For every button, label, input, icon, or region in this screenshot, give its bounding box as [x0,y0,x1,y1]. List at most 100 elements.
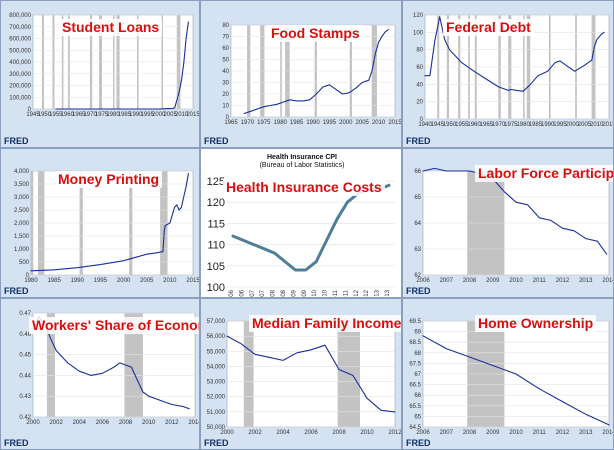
fred-logo: FRED [406,438,431,448]
y-tick-label: 55,000 [207,349,226,355]
x-tick-label: 2005 [356,120,370,126]
x-tick-label: 2009 [486,430,500,436]
x-tick-label: 2000 [117,278,131,284]
x-tick-label: Jul-08 [281,289,287,298]
x-tick-label: 2008 [119,420,133,426]
y-tick-label: 40 [222,69,229,75]
y-tick-label: 0.43 [19,394,31,400]
y-tick-label: 80 [416,48,423,54]
x-tick-label: 2014 [602,278,614,284]
overlay-title: Food Stamps [268,25,363,42]
recession-band [243,321,254,427]
x-tick-label: 2006 [96,420,110,426]
y-tick-label: 0 [28,107,32,113]
y-tick-label: 65 [414,195,421,201]
series-line [422,167,608,255]
series-line [422,335,610,426]
overlay-title: Federal Debt [443,19,534,36]
x-tick-label: 1975 [257,120,271,126]
y-tick-label: 30 [222,81,229,87]
chart-panel-health-insurance: 100 105 110 115 120 125 Jan-06 Jul-06 Jan-07 Jul-… [200,148,402,298]
x-tick-label: 2012 [556,430,570,436]
y-tick-label: 53,000 [207,380,226,386]
x-tick-label: Jan-06 [229,289,235,298]
y-tick-label: 0 [420,117,424,123]
chart-panel-labor-force: 62 63 64 65 66 2006 2007 2008 2009 2010 2011 2012 20… [402,148,614,298]
x-tick-label: 1945 [26,112,40,118]
overlay-title: Home Ownership [475,315,597,332]
overlay-title: Median Family Income [249,315,401,332]
y-tick-label: 500,000 [9,48,31,54]
x-tick-label: 2002 [248,430,262,436]
y-tick-label: 64.5 [409,425,421,431]
overlay-title: Student Loans [59,19,163,36]
y-tick-label: 125 [207,176,225,188]
y-tick-label: 0 [26,273,30,279]
y-tick-label: 1,000 [14,247,30,253]
y-tick-label: 0.46 [19,332,31,338]
x-tick-label: 2005 [578,122,592,128]
x-tick-label: Jul-07 [260,289,266,298]
chart-heading: (Bureau of Labor Statistics) [260,162,345,169]
x-tick-label: 1995 [94,278,108,284]
y-tick-label: 600,000 [9,37,31,43]
x-tick-label: 2010 [590,122,604,128]
x-tick-label: 1985 [290,120,304,126]
series-line [424,16,605,92]
x-tick-label: 2000 [220,430,234,436]
y-tick-label: 80 [222,23,229,29]
x-tick-label: 1980 [106,112,120,118]
x-tick-label: 2004 [276,430,290,436]
chart-heading: Health Insurance CPI [267,154,337,161]
y-tick-label: 3,500 [14,182,30,188]
x-tick-label: Jul-11 [343,289,349,298]
x-tick-label: Jan-09 [291,289,297,298]
x-tick-label: 2007 [440,430,454,436]
chart-svg-health-insurance: 100 105 110 115 120 125 Jan-06 Jul-06 Jan-07 Jul-… [207,154,395,298]
y-tick-label: 20 [416,100,423,106]
x-tick-label: 2010 [509,430,523,436]
y-tick-label: 52,000 [207,395,226,401]
y-tick-label: 40 [416,82,423,88]
y-tick-label: 66.5 [409,383,421,389]
x-tick-label: 2015 [186,278,200,284]
overlay-title: Workers' Share of Economy [29,317,199,334]
series-line [243,29,389,115]
y-tick-label: 63 [414,247,421,253]
x-tick-label: 1995 [323,120,337,126]
y-tick-label: 0 [226,115,230,121]
x-tick-label: 1990 [306,120,320,126]
y-tick-label: 0.47 [19,311,31,317]
x-tick-label: 1960 [61,112,75,118]
overlay-title: Money Printing [55,171,163,188]
x-tick-label: Jan-07 [250,289,256,298]
x-tick-label: 1940 [418,122,432,128]
y-tick-label: 50,000 [207,425,226,431]
x-tick-label: 2000 [566,122,580,128]
y-tick-label: 66 [414,393,421,399]
y-tick-label: 700,000 [9,25,31,31]
x-tick-label: Jan-12 [354,289,360,298]
x-tick-label: 2014 [188,420,200,426]
chart-svg-money-printing: 0 500 1,000 1,500 2,000 2,500 3,000 3,500 4,000 1… [14,169,200,284]
x-tick-label: Jul-10 [323,289,329,298]
x-tick-label: 2013 [579,278,593,284]
y-tick-label: 68 [414,351,421,357]
y-tick-label: 57,000 [207,319,226,325]
overlay-title: Health Insurance Costs [223,179,385,196]
chart-svg-median-income: 50,000 51,000 52,000 53,000 54,000 55,000 56,0… [207,319,401,436]
x-tick-label: 2010 [163,278,177,284]
x-tick-label: 1980 [24,278,38,284]
fred-logo: FRED [4,438,29,448]
y-tick-label: 2,000 [14,221,30,227]
x-tick-label: 1950 [443,122,457,128]
x-tick-label: 2000 [26,420,40,426]
series-line [226,335,396,413]
y-tick-label: 120 [207,197,225,209]
x-tick-label: Jul-09 [302,289,308,298]
y-tick-label: 67 [414,372,421,378]
y-tick-label: 70 [222,35,229,41]
y-tick-label: 67.5 [409,361,421,367]
y-tick-label: 50 [222,58,229,64]
